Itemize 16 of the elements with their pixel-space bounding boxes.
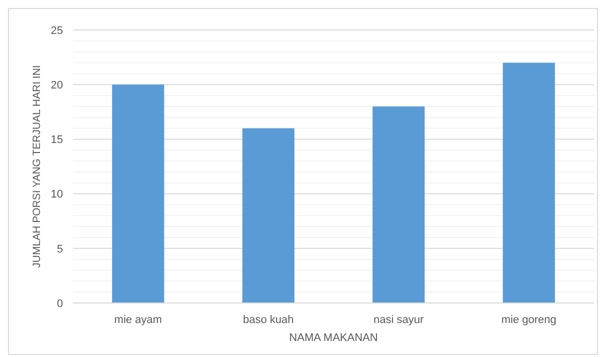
x-tick-label: baso kuah (242, 314, 294, 326)
x-tick-label: mie goreng (501, 314, 556, 326)
x-tick-label: nasi sayur (374, 314, 424, 326)
y-tick-label: 25 (50, 24, 63, 37)
x-axis-title: NAMA MAKANAN (289, 332, 378, 344)
bar (502, 62, 555, 303)
y-tick-label: 5 (56, 243, 63, 256)
y-tick-label: 10 (50, 188, 63, 201)
bar (372, 106, 425, 303)
bar (112, 84, 164, 303)
y-tick-label: 20 (50, 79, 63, 92)
y-tick-label: 15 (50, 134, 63, 146)
y-axis-title: JUMLAH PORSI YANG TERJUAL HARI INI (31, 65, 43, 268)
x-tick-label: mie ayam (114, 314, 162, 326)
y-tick-label: 0 (56, 298, 63, 310)
bar (242, 128, 294, 303)
